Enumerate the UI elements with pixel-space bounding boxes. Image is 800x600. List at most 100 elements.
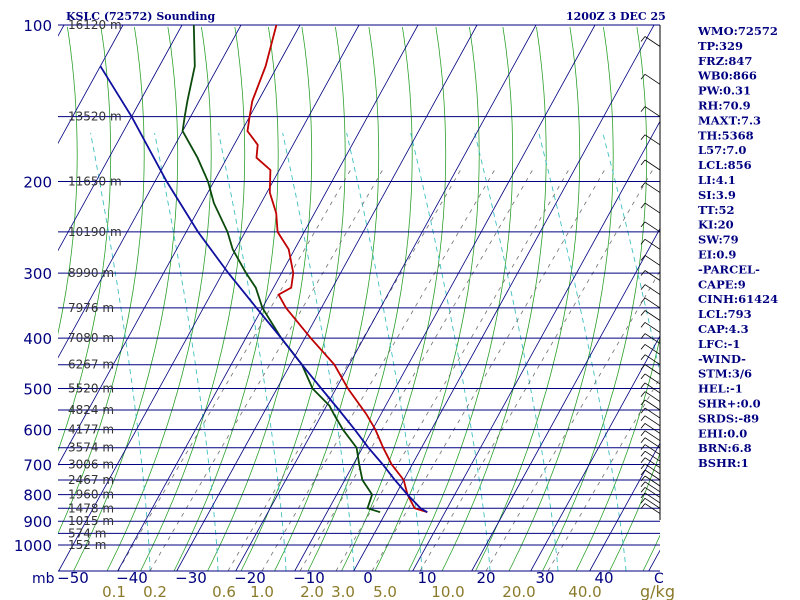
- wind-barb-flag: [640, 475, 646, 482]
- wind-barb-flag: [640, 492, 646, 499]
- temperature-tick-label: −20: [234, 569, 266, 587]
- temperature-tick-label: 20: [476, 569, 495, 587]
- wind-barb: [644, 364, 661, 375]
- pressure-tick-label: 1000: [14, 537, 52, 555]
- wind-barb-flag: [640, 333, 646, 339]
- temperature-tick-label: −50: [57, 569, 89, 587]
- wind-barb-flag: [640, 407, 646, 414]
- moist-adiabat: [474, 132, 559, 571]
- wind-barb-flag: [640, 469, 646, 476]
- dry-adiabat: [58, 26, 112, 452]
- parcel-line: [99, 65, 428, 513]
- wind-barb: [644, 437, 661, 449]
- wind-barb: [644, 415, 661, 427]
- height-label: 2467 m: [68, 473, 114, 487]
- mixing-ratio-tick-label: 2.0: [300, 583, 324, 600]
- wind-barb: [644, 463, 661, 475]
- wind-barb-flag: [640, 354, 646, 360]
- stability-indices-panel: WMO:72572TP:329FRZ:847WB0:866PW:0.31RH:7…: [697, 24, 778, 470]
- mixing-ratio-tick-label: 10.0: [431, 583, 464, 600]
- height-label: 10190 m: [68, 225, 122, 239]
- wind-barb: [644, 487, 661, 498]
- moist-adiabat: [90, 132, 151, 571]
- height-label: 3006 m: [68, 458, 114, 472]
- wind-barb-flag: [640, 430, 646, 436]
- height-label: 1478 m: [68, 501, 114, 515]
- height-label: 152 m: [68, 538, 106, 552]
- wind-barb: [644, 238, 661, 250]
- wind-barb-flag: [640, 399, 646, 406]
- wind-barb: [644, 430, 661, 442]
- index-line: FRZ:847: [698, 54, 752, 68]
- mixing-ratio-unit-label: g/kg: [640, 582, 675, 600]
- height-label: 4177 m: [68, 423, 114, 437]
- pressure-tick-label: 200: [23, 174, 52, 192]
- wind-barb-flag: [640, 415, 646, 422]
- dewpoint-line: [181, 25, 381, 514]
- wind-barb: [644, 106, 661, 117]
- index-line: SW:79: [698, 233, 739, 247]
- temperature-tick-label: 0: [363, 569, 373, 587]
- mixing-ratio-tick-label: 0.2: [143, 583, 167, 600]
- index-line: -WIND-: [698, 352, 746, 366]
- wind-barb: [644, 134, 661, 146]
- wind-barb: [644, 322, 661, 333]
- height-label: 1015 m: [68, 514, 114, 528]
- index-line: -PARCEL-: [698, 262, 760, 276]
- wind-barb-flag: [640, 74, 646, 80]
- height-label: 7976 m: [68, 301, 114, 315]
- wind-barb-flag: [640, 221, 646, 228]
- index-line: LCL:856: [698, 158, 752, 172]
- index-line: TT:52: [698, 203, 735, 217]
- isobars: 16120 m 13520 m 11650 m 10190 m 8990 m 7976 m…: [58, 18, 660, 572]
- index-line: TH:5368: [698, 128, 754, 142]
- temperature-tick-label: −40: [116, 569, 148, 587]
- wind-barbs: [640, 25, 661, 520]
- index-line: HEL:-1: [698, 382, 743, 396]
- index-line: BSHR:1: [698, 456, 749, 470]
- wind-barb-flag: [640, 487, 646, 493]
- wind-barb-flag: [640, 391, 646, 397]
- wind-barb: [644, 497, 661, 509]
- index-line: MAXT:7.3: [698, 113, 761, 127]
- index-line: LFC:-1: [698, 337, 740, 351]
- wind-barb-flag: [640, 450, 646, 457]
- moist-adiabat: [410, 132, 491, 571]
- index-line: EHI:0.0: [698, 426, 747, 440]
- wind-barb-flag: [640, 457, 646, 463]
- index-line: LCL:793: [698, 307, 752, 321]
- station-title: KSLC (72572) Sounding: [66, 10, 215, 23]
- height-label: 5520 m: [68, 382, 114, 396]
- temperature-unit-label: C: [654, 571, 664, 587]
- wind-barb: [644, 399, 661, 411]
- pressure-tick-label: 400: [23, 330, 52, 348]
- wind-barb: [644, 255, 661, 266]
- sounding-time: 1200Z 3 DEC 25: [566, 10, 666, 23]
- wind-barb-flag: [640, 423, 646, 429]
- wind-barb: [644, 382, 661, 394]
- wind-barb: [644, 481, 661, 493]
- index-line: STM:3/6: [698, 367, 752, 381]
- temperature-tick-label: 10: [417, 569, 436, 587]
- wind-barb: [644, 469, 661, 481]
- wind-barb-flag: [640, 255, 646, 261]
- wind-barb-flag: [640, 498, 646, 504]
- pressure-tick-label: 700: [23, 457, 52, 475]
- wind-barb: [644, 407, 661, 419]
- wind-barb-flag: [640, 382, 646, 389]
- wind-barb: [644, 333, 661, 344]
- height-label: 11650 m: [68, 175, 122, 189]
- wind-barb: [644, 297, 661, 309]
- temperature-tick-label: 40: [594, 569, 613, 587]
- index-line: WB0:866: [697, 69, 757, 83]
- wind-barb-flag: [640, 297, 646, 304]
- height-label: 6267 m: [68, 358, 114, 372]
- index-line: SHR+:0.0: [698, 397, 761, 411]
- pressure-tick-label: 800: [23, 487, 52, 505]
- height-label: 3574 m: [68, 441, 114, 455]
- wind-barb: [644, 450, 661, 462]
- mixing-ratio-tick-label: 3.0: [331, 583, 355, 600]
- temperature-tick-label: −30: [175, 569, 207, 587]
- wind-barb: [644, 344, 661, 355]
